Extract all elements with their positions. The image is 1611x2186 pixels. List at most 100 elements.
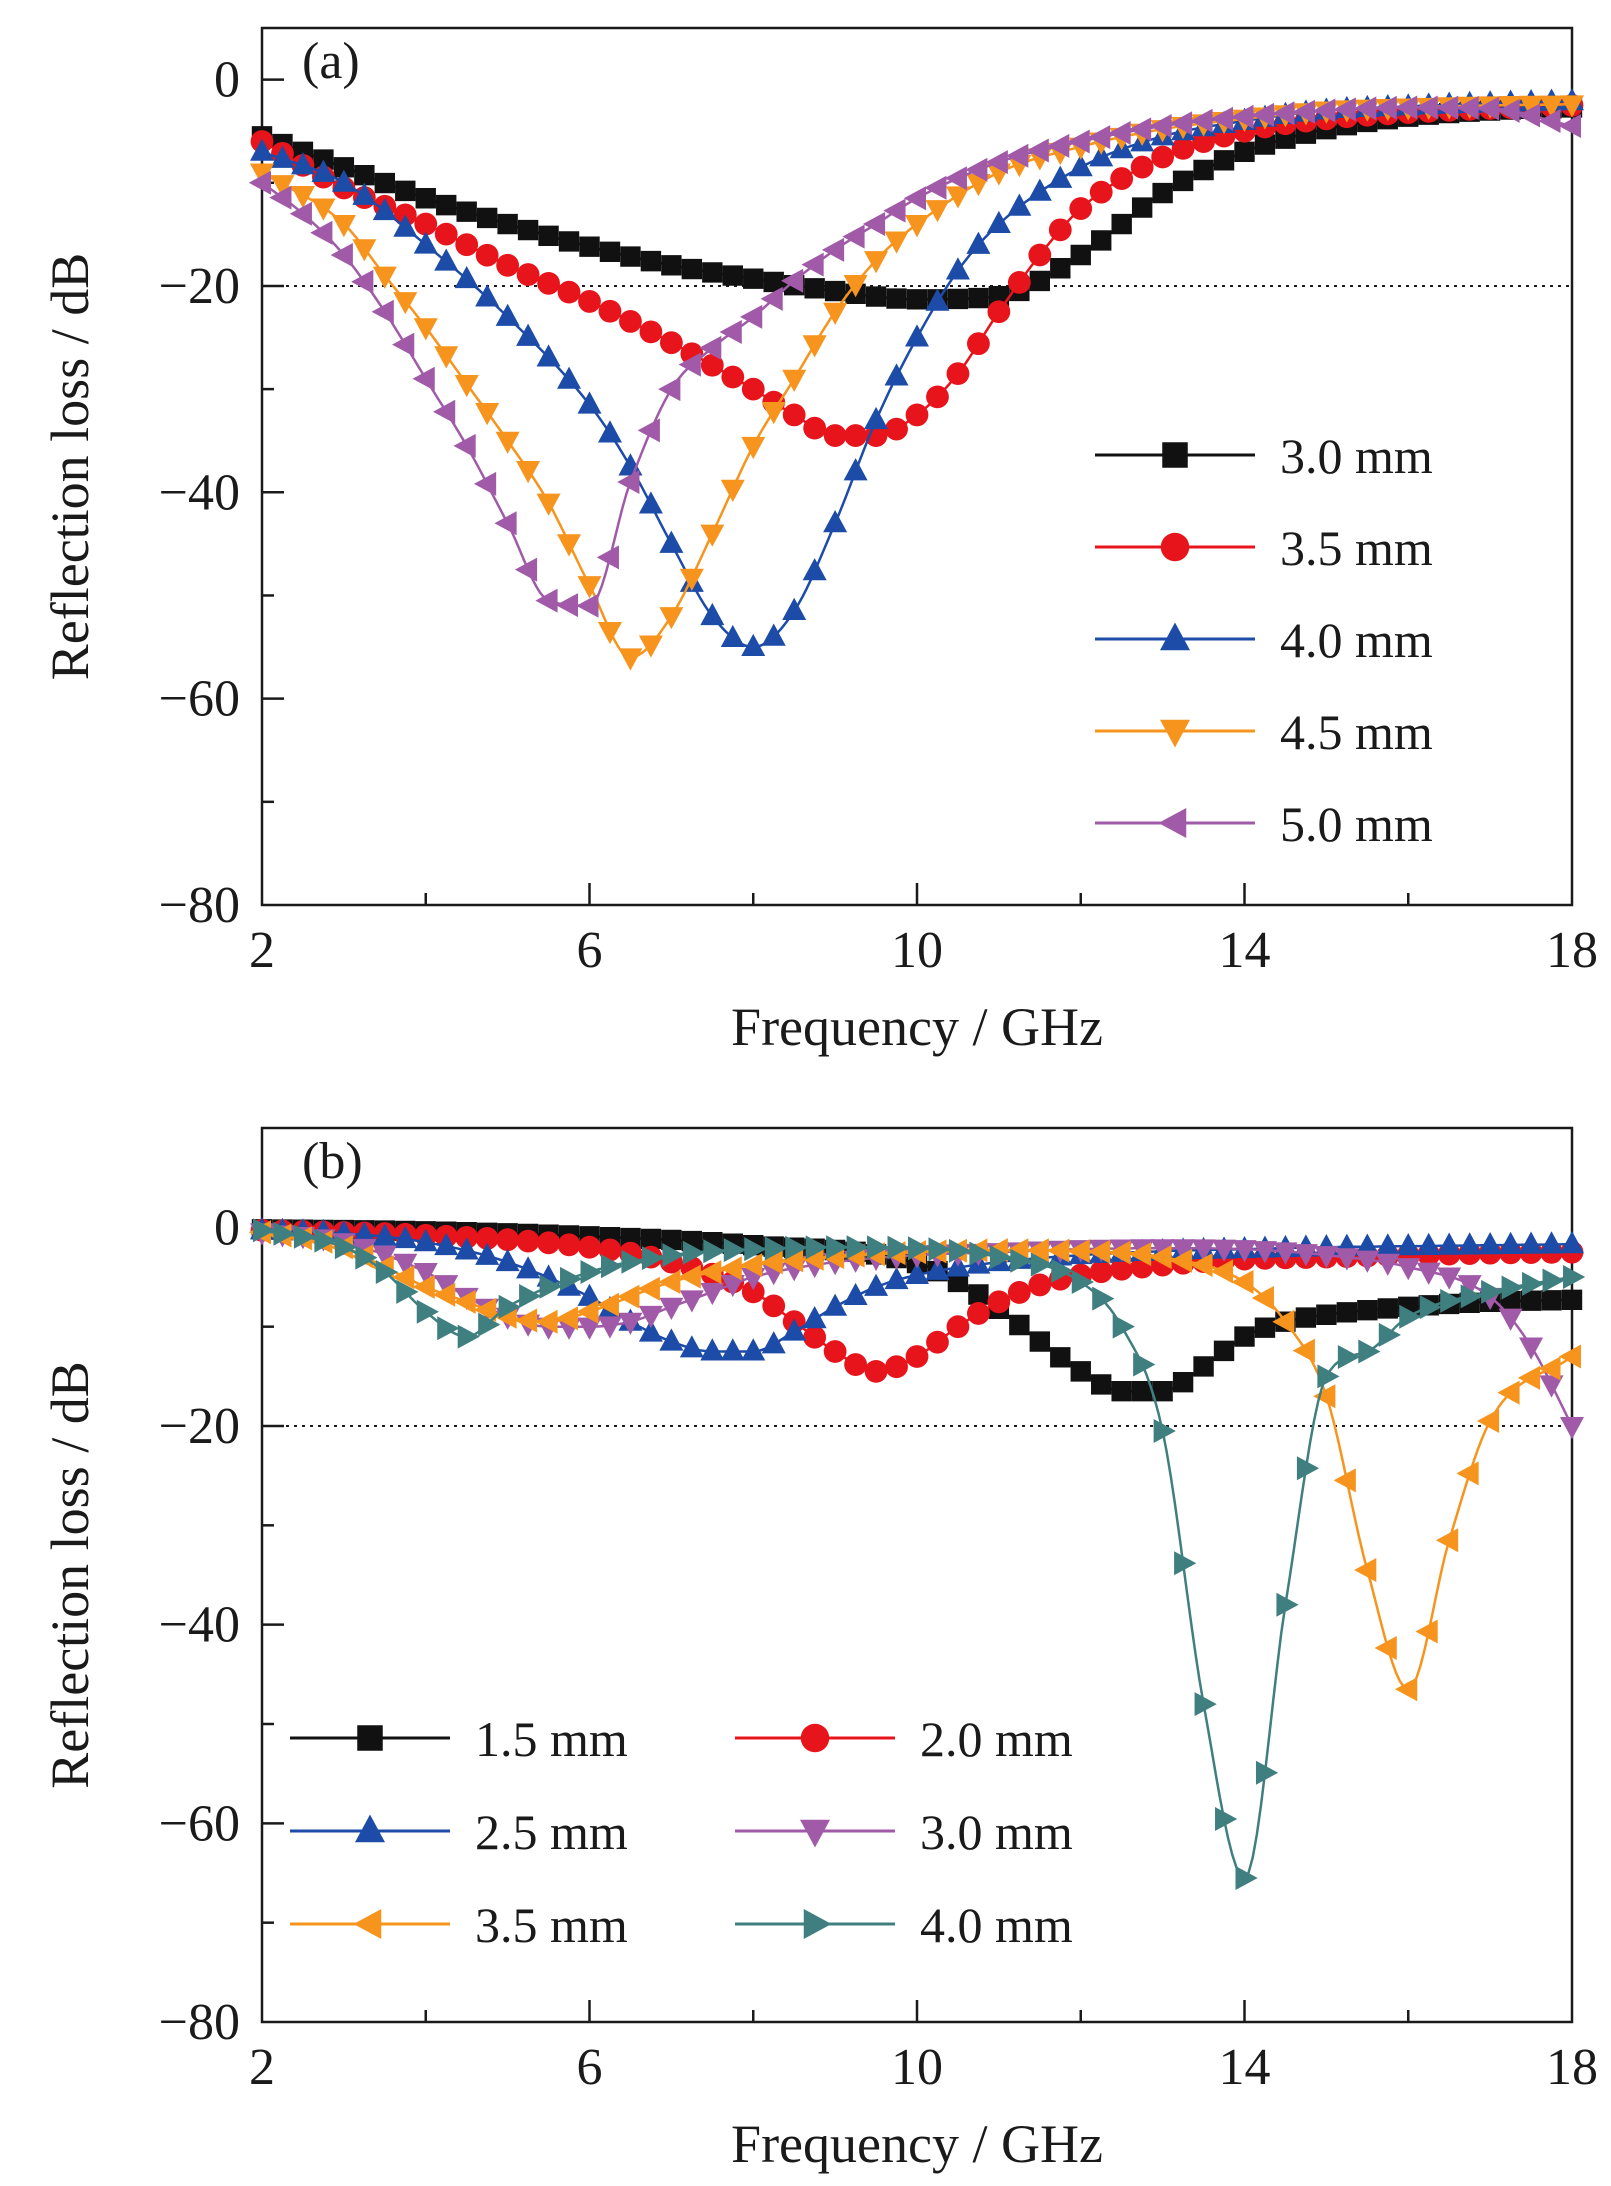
data-point — [516, 323, 541, 346]
data-point — [659, 1328, 684, 1351]
data-point — [1130, 155, 1154, 179]
data-point — [393, 214, 418, 237]
data-point — [723, 1238, 746, 1263]
data-point — [803, 1325, 827, 1349]
data-point — [413, 318, 438, 341]
data-point — [437, 1316, 460, 1341]
y-axis-label: Reflection loss / dB — [40, 1361, 100, 1788]
data-point — [396, 1279, 419, 1304]
x-tick-label: 18 — [1546, 922, 1598, 979]
y-tick-label: −60 — [159, 671, 240, 728]
data-point — [1174, 1551, 1197, 1576]
data-point — [1560, 95, 1584, 118]
data-point — [351, 269, 374, 294]
legend-marker — [800, 1723, 830, 1753]
data-point — [1212, 1239, 1237, 1262]
data-point — [1110, 1257, 1134, 1281]
data-point — [719, 320, 742, 345]
data-point — [1231, 1269, 1254, 1294]
data-point — [496, 253, 520, 277]
data-point — [823, 302, 848, 325]
data-point — [1520, 1290, 1542, 1311]
data-point — [618, 1312, 643, 1335]
data-point — [1561, 1289, 1583, 1311]
data-point — [720, 479, 745, 502]
legend-label: 4.0 mm — [1280, 612, 1433, 668]
data-point — [722, 265, 743, 286]
data-point — [659, 607, 684, 630]
data-point — [885, 417, 908, 441]
data-point — [947, 1271, 969, 1293]
data-point — [699, 335, 722, 360]
data-point — [1541, 1290, 1562, 1311]
data-point — [864, 1359, 888, 1383]
data-point — [700, 1282, 725, 1306]
data-point — [1354, 1558, 1377, 1583]
data-point — [578, 290, 601, 313]
data-point — [1171, 1239, 1196, 1262]
data-point — [764, 1236, 787, 1261]
data-point — [1316, 1304, 1337, 1325]
legend-label: 2.0 mm — [920, 1711, 1073, 1767]
data-point — [577, 576, 602, 599]
data-point — [1354, 96, 1377, 121]
data-point — [1522, 1271, 1545, 1296]
legend-label: 3.0 mm — [1280, 428, 1433, 484]
data-point — [638, 1305, 663, 1329]
data-point — [395, 180, 416, 202]
data-point — [905, 1345, 929, 1368]
data-point — [495, 1248, 520, 1272]
data-point — [253, 1218, 276, 1243]
data-point — [1416, 1262, 1441, 1285]
data-point — [599, 241, 621, 262]
data-point — [1070, 244, 1091, 266]
data-point — [1276, 1592, 1299, 1617]
x-tick-label: 10 — [891, 922, 943, 979]
data-point — [659, 331, 683, 355]
legend-label: 4.5 mm — [1280, 704, 1433, 760]
data-point — [269, 185, 292, 210]
data-point — [596, 1292, 619, 1317]
data-point — [801, 1246, 824, 1271]
data-point — [516, 1229, 540, 1253]
data-point — [886, 288, 907, 309]
data-point — [700, 524, 725, 547]
data-point — [1070, 1361, 1091, 1382]
data-point — [372, 266, 397, 289]
data-point — [557, 366, 582, 389]
x-tick-label: 10 — [891, 2039, 943, 2096]
y-tick-label: −60 — [159, 1795, 240, 1852]
data-point — [883, 198, 906, 223]
data-point — [659, 1297, 684, 1320]
data-point — [1028, 1273, 1052, 1297]
data-point — [741, 436, 766, 460]
data-point — [1292, 99, 1315, 124]
data-point — [1497, 1380, 1520, 1405]
legend: 1.5 mm 2.0 mm 2.5 mm 3.0 mm 3.5 mm 4.0 mm — [290, 1711, 1073, 1953]
data-point — [1067, 129, 1090, 154]
data-point — [1091, 230, 1112, 251]
panel-label: (a) — [302, 33, 360, 90]
data-point — [637, 418, 660, 443]
data-point — [596, 545, 619, 570]
data-point — [371, 299, 394, 324]
data-point — [473, 1297, 497, 1322]
legend-marker — [353, 1909, 382, 1939]
data-point — [862, 212, 886, 237]
x-tick-label: 6 — [577, 922, 603, 979]
data-point — [741, 633, 766, 657]
data-point — [924, 175, 947, 200]
data-point — [1050, 1347, 1071, 1368]
data-point — [802, 335, 827, 358]
data-point — [273, 1221, 296, 1246]
data-point — [844, 1353, 867, 1376]
data-point — [720, 1274, 745, 1298]
data-point — [1333, 1468, 1356, 1493]
data-point — [638, 1319, 663, 1342]
data-point — [802, 558, 827, 581]
data-point — [805, 1235, 828, 1260]
y-tick-label: −20 — [159, 258, 240, 315]
data-point — [331, 215, 356, 238]
legend-label: 3.0 mm — [920, 1804, 1073, 1860]
data-point — [700, 602, 725, 626]
